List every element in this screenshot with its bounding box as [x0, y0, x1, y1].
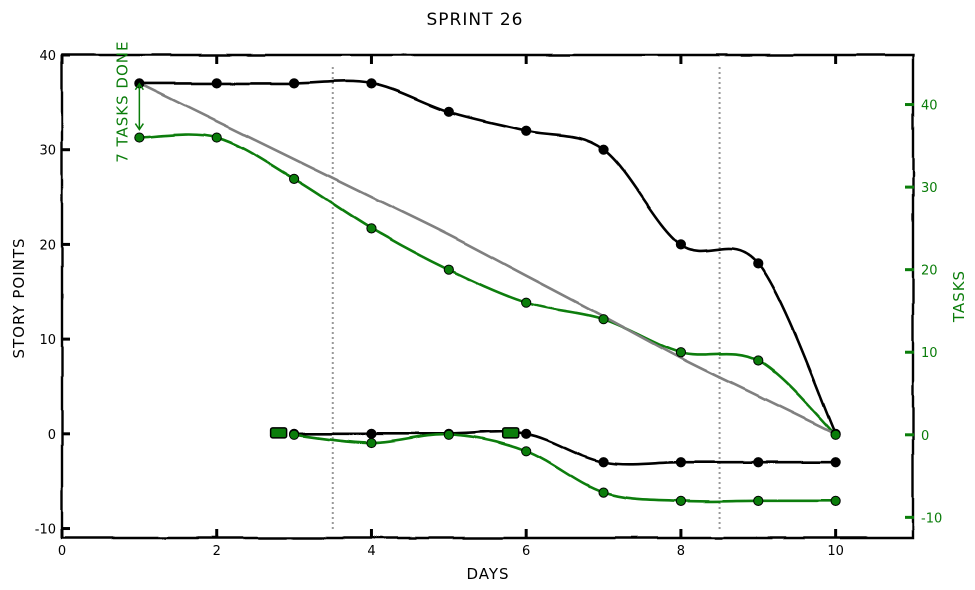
data-point [675, 239, 687, 250]
data-point [830, 457, 841, 468]
y-tick-label-right: 0 [921, 429, 929, 444]
data-point [675, 495, 687, 506]
x-tick-label: 6 [522, 544, 530, 559]
data-point [753, 495, 764, 506]
data-point [753, 457, 764, 468]
data-point [288, 429, 300, 440]
data-point [211, 78, 222, 89]
x-tick-label: 2 [213, 544, 221, 559]
y-tick-label-right: 30 [921, 181, 938, 196]
series-line-4 [293, 433, 836, 503]
x-tick-label: 10 [827, 544, 844, 559]
data-point [211, 132, 222, 143]
y-tick-label-right: 40 [921, 99, 938, 114]
data-point [366, 428, 377, 439]
y-tick-label-left: 20 [39, 238, 56, 253]
data-point [753, 258, 764, 269]
data-point [598, 314, 609, 325]
y-tick-label-left: -10 [35, 523, 56, 538]
y-tick-label-left: 0 [48, 428, 56, 443]
y-tick-label-right: 20 [921, 264, 938, 279]
data-point [675, 347, 687, 358]
marker-box [269, 427, 288, 439]
y-tick-label-right: -10 [921, 511, 942, 526]
x-tick-label: 4 [367, 544, 375, 559]
data-point [830, 495, 841, 506]
y-tick-label-right: 10 [921, 346, 938, 361]
x-tick-label: 8 [677, 544, 685, 559]
chart-title: SPRINT 26 [426, 10, 523, 30]
y-tick-label-left: 30 [39, 144, 56, 159]
y-axis-label-left: STORY POINTS [10, 237, 28, 358]
data-point [443, 264, 454, 275]
data-point [521, 428, 532, 439]
data-point [366, 78, 377, 89]
data-point [598, 487, 609, 498]
data-point [521, 297, 532, 308]
data-point [598, 144, 609, 155]
data-point [288, 173, 300, 184]
annotation-arrowhead-bottom [134, 123, 144, 131]
annotation-text: 7 TASKS DONE [113, 41, 131, 163]
data-point [288, 78, 300, 89]
data-point [830, 429, 841, 440]
data-point [521, 446, 532, 457]
data-point [675, 457, 687, 468]
data-point [753, 355, 764, 366]
y-tick-label-left: 10 [39, 333, 56, 348]
series-line-3 [294, 430, 836, 466]
data-point [134, 132, 145, 143]
data-point [366, 223, 377, 234]
marker-box [501, 427, 520, 439]
y-tick-label-left: 40 [39, 49, 56, 64]
series-line-1 [139, 133, 837, 436]
series-line-2 [138, 82, 837, 435]
data-point [443, 429, 454, 440]
data-point [366, 437, 377, 449]
plot-frame [60, 53, 915, 540]
data-point [443, 106, 454, 117]
y-axis-label-right: TASKS [950, 270, 968, 323]
data-point [521, 125, 532, 136]
annotation-arrowhead-top [134, 82, 144, 91]
x-tick-label: 0 [58, 544, 66, 559]
data-point [598, 457, 609, 468]
x-axis-label: DAYS [466, 565, 509, 583]
